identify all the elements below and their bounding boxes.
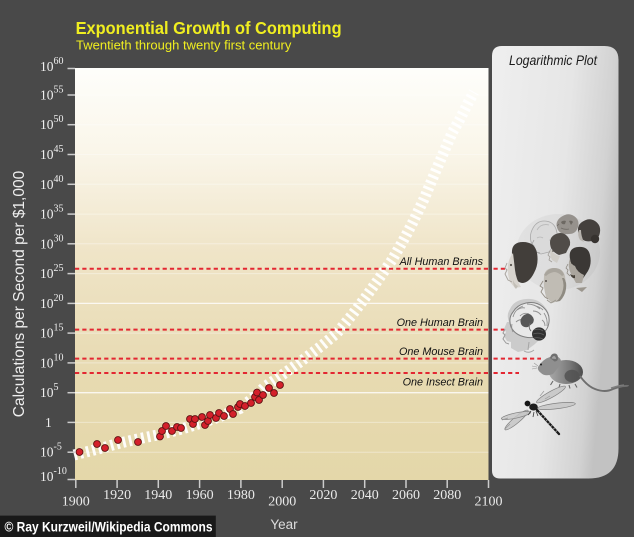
svg-text:One Insect Brain: One Insect Brain (403, 377, 483, 389)
svg-text:Year: Year (270, 517, 298, 532)
svg-text:One Mouse Brain: One Mouse Brain (399, 346, 483, 358)
svg-text:One Human Brain: One Human Brain (397, 317, 483, 329)
svg-text:1: 1 (45, 415, 52, 430)
svg-text:1900: 1900 (62, 495, 90, 510)
svg-text:1980: 1980 (227, 488, 255, 503)
svg-text:2100: 2100 (475, 495, 503, 510)
svg-text:Logarithmic Plot: Logarithmic Plot (509, 53, 598, 68)
svg-text:1960: 1960 (186, 488, 214, 503)
svg-text:1920: 1920 (103, 488, 131, 503)
svg-text:Twentieth through twenty first: Twentieth through twenty first century (76, 38, 292, 53)
svg-text:All Human Brains: All Human Brains (399, 256, 484, 268)
svg-text:2000: 2000 (268, 495, 296, 510)
svg-text:2080: 2080 (433, 488, 461, 503)
svg-text:1940: 1940 (144, 488, 172, 503)
svg-text:2020: 2020 (309, 488, 337, 503)
svg-text:2040: 2040 (351, 488, 379, 503)
svg-text:© Ray Kurzweil/Wikipedia Commo: © Ray Kurzweil/Wikipedia Commons (5, 519, 213, 535)
svg-text:Calculations per Second per $1: Calculations per Second per $1,000 (11, 170, 28, 417)
svg-text:2060: 2060 (392, 488, 420, 503)
svg-text:Exponential Growth of Computin: Exponential Growth of Computing (76, 18, 342, 38)
